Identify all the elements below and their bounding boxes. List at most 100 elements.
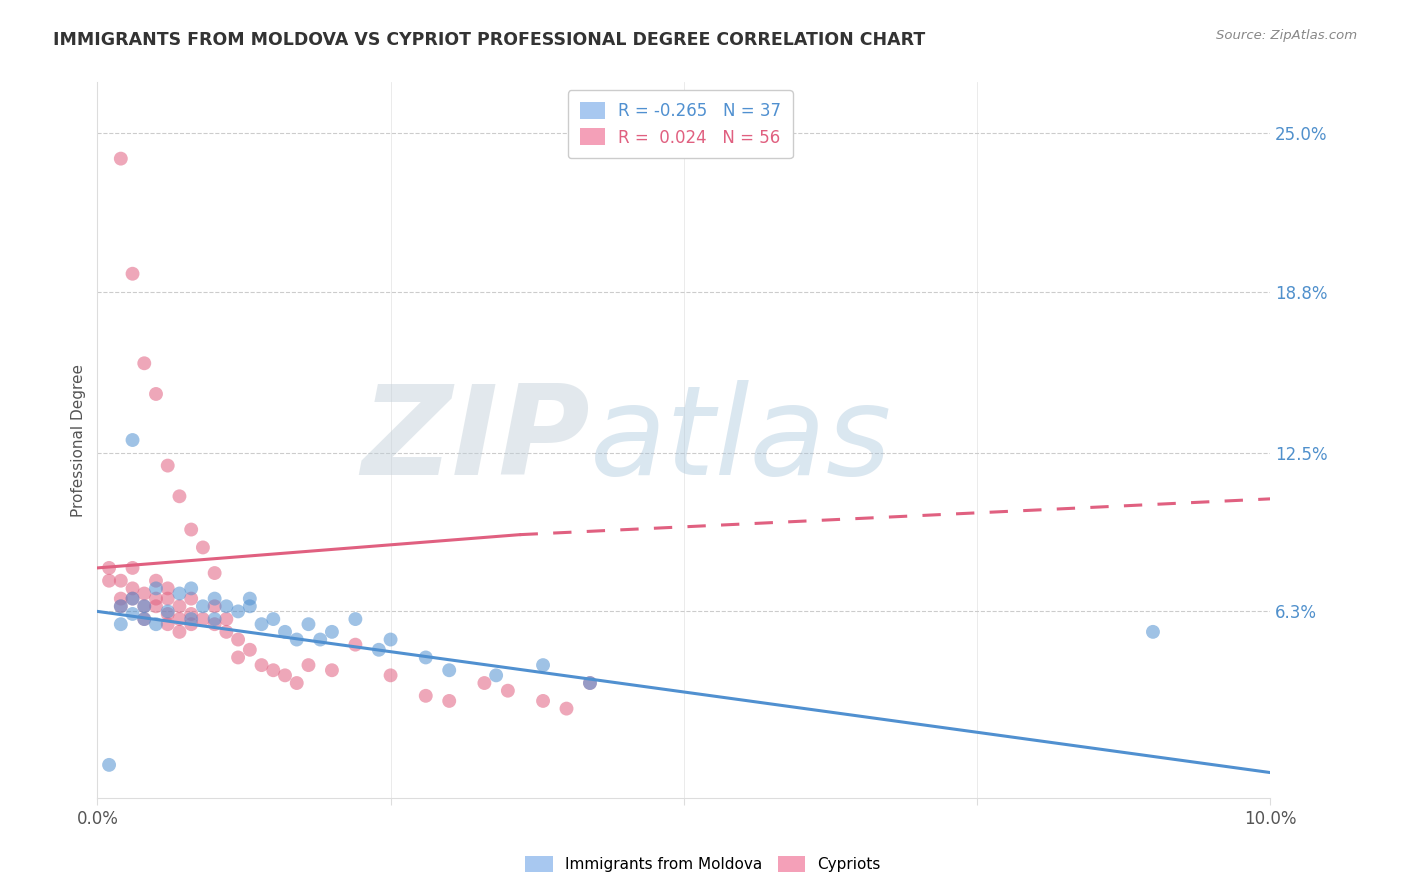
Point (145, 582, 167, 596)
Point (156, 458, 179, 473)
Point (121, 561, 143, 575)
Point (145, 574, 167, 588)
Point (110, 152, 132, 166)
Point (579, 676, 602, 690)
Point (215, 599, 238, 614)
Point (134, 586, 156, 600)
Point (180, 617, 202, 632)
Point (321, 663, 343, 677)
Point (145, 387, 167, 401)
Legend: R = -0.265   N = 37, R =  0.024   N = 56: R = -0.265 N = 37, R = 0.024 N = 56 (568, 90, 793, 158)
Point (215, 612, 238, 626)
Point (204, 612, 226, 626)
Point (274, 624, 297, 639)
Point (121, 591, 143, 606)
Point (180, 591, 202, 606)
Point (110, 617, 132, 632)
Point (439, 694, 461, 708)
Point (110, 591, 132, 606)
Point (380, 668, 402, 682)
Point (250, 617, 273, 632)
Point (121, 591, 143, 606)
Point (367, 642, 389, 657)
Point (134, 599, 156, 614)
Point (156, 582, 179, 596)
Point (191, 612, 214, 626)
Point (110, 574, 132, 588)
Text: atlas: atlas (591, 379, 891, 500)
Point (134, 599, 156, 614)
Point (191, 599, 214, 614)
Point (215, 624, 238, 639)
Point (239, 642, 262, 657)
Point (98, 574, 121, 588)
Point (380, 632, 402, 647)
Point (121, 433, 143, 447)
Point (250, 658, 273, 673)
Text: ZIP: ZIP (361, 379, 591, 500)
Point (262, 663, 284, 677)
Point (191, 541, 214, 555)
Point (180, 607, 202, 621)
Point (169, 489, 191, 503)
Point (156, 617, 179, 632)
Point (474, 676, 496, 690)
Point (226, 650, 249, 665)
Point (531, 658, 554, 673)
Point (134, 612, 156, 626)
Point (239, 599, 262, 614)
Point (180, 523, 202, 537)
Text: Source: ZipAtlas.com: Source: ZipAtlas.com (1216, 29, 1357, 42)
Point (156, 591, 179, 606)
Point (321, 624, 343, 639)
Point (204, 617, 226, 632)
Point (297, 658, 319, 673)
Point (110, 599, 132, 614)
Point (1142, 624, 1164, 639)
Point (344, 612, 367, 626)
Point (579, 676, 602, 690)
Point (239, 591, 262, 606)
Point (110, 599, 132, 614)
Point (180, 612, 202, 626)
Point (297, 617, 319, 632)
Point (496, 683, 519, 698)
Point (415, 650, 437, 665)
Point (98, 757, 121, 772)
Legend: Immigrants from Moldova, Cypriots: Immigrants from Moldova, Cypriots (517, 848, 889, 880)
Point (555, 701, 578, 715)
Point (134, 356, 156, 370)
Point (145, 599, 167, 614)
Point (204, 591, 226, 606)
Point (204, 599, 226, 614)
Point (145, 591, 167, 606)
Point (169, 612, 191, 626)
Point (169, 624, 191, 639)
Point (285, 676, 308, 690)
Point (121, 267, 143, 281)
Point (309, 632, 332, 647)
Point (415, 689, 437, 703)
Point (274, 668, 297, 682)
Point (121, 582, 143, 596)
Point (169, 599, 191, 614)
Point (121, 607, 143, 621)
Point (145, 617, 167, 632)
Point (226, 632, 249, 647)
Point (439, 663, 461, 677)
Point (134, 612, 156, 626)
Point (156, 604, 179, 618)
Point (169, 586, 191, 600)
Point (344, 638, 367, 652)
Point (98, 561, 121, 575)
Point (226, 604, 249, 618)
Point (262, 612, 284, 626)
Point (285, 632, 308, 647)
Point (485, 668, 508, 682)
Point (531, 694, 554, 708)
Text: IMMIGRANTS FROM MOLDOVA VS CYPRIOT PROFESSIONAL DEGREE CORRELATION CHART: IMMIGRANTS FROM MOLDOVA VS CYPRIOT PROFE… (53, 31, 925, 49)
Point (180, 582, 202, 596)
Point (204, 566, 226, 580)
Y-axis label: Professional Degree: Professional Degree (72, 364, 86, 516)
Point (156, 607, 179, 621)
